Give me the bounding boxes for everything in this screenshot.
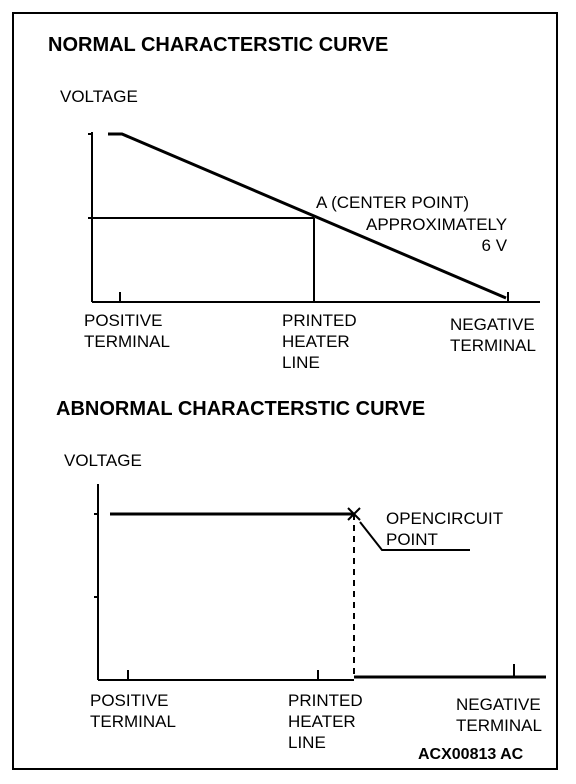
approximately-label: APPROXIMATELY 6 V	[366, 215, 508, 255]
abnormal-negative-terminal-label: NEGATIVE TERMINAL	[456, 695, 542, 735]
figure-code: ACX00813 AC	[418, 746, 524, 763]
figure-frame	[12, 12, 558, 770]
abnormal-voltage-label: VOLTAGE	[64, 451, 142, 470]
normal-voltage-curve	[108, 132, 507, 300]
abnormal-printed-heater-line-label: PRINTED HEATER LINE	[288, 691, 363, 752]
open-circuit-point-label: OPENCIRCUIT POINT	[386, 509, 504, 549]
normal-negative-terminal-label: NEGATIVE TERMINAL	[450, 315, 536, 355]
normal-voltage-label: VOLTAGE	[60, 87, 138, 106]
normal-printed-heater-line-label: PRINTED HEATER LINE	[282, 311, 357, 372]
center-point-label: A (CENTER POINT)	[316, 193, 470, 212]
normal-positive-terminal-label: POSITIVE TERMINAL	[84, 311, 170, 351]
abnormal-positive-terminal-label: POSITIVE TERMINAL	[90, 691, 176, 731]
open-circuit-leader	[359, 521, 470, 551]
open-circuit-x-mark-b	[347, 507, 361, 521]
abnormal-curve-title: ABNORMAL CHARACTERSTIC CURVE	[56, 398, 426, 420]
normal-curve-title: NORMAL CHARACTERSTIC CURVE	[48, 34, 389, 56]
